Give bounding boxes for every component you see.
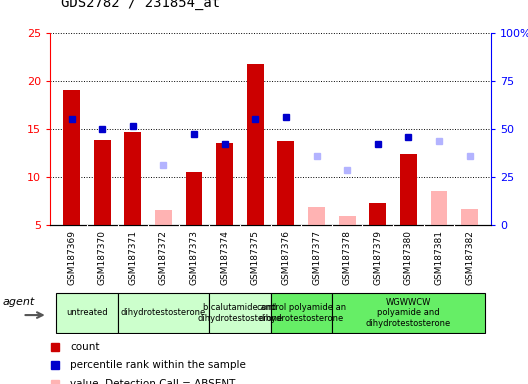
Bar bbox=[461, 209, 478, 225]
Bar bbox=[339, 216, 355, 225]
Text: GSM187377: GSM187377 bbox=[312, 230, 321, 285]
Text: GSM187376: GSM187376 bbox=[281, 230, 290, 285]
Text: GDS2782 / 231854_at: GDS2782 / 231854_at bbox=[61, 0, 220, 10]
Text: value, Detection Call = ABSENT: value, Detection Call = ABSENT bbox=[70, 379, 235, 384]
Bar bbox=[155, 210, 172, 225]
Text: WGWWCW
polyamide and
dihydrotestosterone: WGWWCW polyamide and dihydrotestosterone bbox=[366, 298, 451, 328]
Text: GSM187375: GSM187375 bbox=[251, 230, 260, 285]
Text: GSM187382: GSM187382 bbox=[465, 230, 474, 285]
Text: percentile rank within the sample: percentile rank within the sample bbox=[70, 361, 246, 371]
Text: bicalutamide and
dihydrotestosterone: bicalutamide and dihydrotestosterone bbox=[197, 303, 282, 323]
Text: GSM187378: GSM187378 bbox=[343, 230, 352, 285]
Text: GSM187379: GSM187379 bbox=[373, 230, 382, 285]
Text: agent: agent bbox=[3, 297, 35, 308]
Bar bbox=[63, 90, 80, 225]
Text: GSM187374: GSM187374 bbox=[220, 230, 229, 285]
FancyBboxPatch shape bbox=[118, 293, 210, 333]
Text: untreated: untreated bbox=[66, 308, 108, 318]
Bar bbox=[400, 154, 417, 225]
Text: GSM187373: GSM187373 bbox=[190, 230, 199, 285]
Text: dihydrotestosterone: dihydrotestosterone bbox=[121, 308, 206, 318]
FancyBboxPatch shape bbox=[210, 293, 271, 333]
Bar bbox=[216, 143, 233, 225]
FancyBboxPatch shape bbox=[56, 293, 118, 333]
Text: count: count bbox=[70, 342, 99, 352]
Text: GSM187369: GSM187369 bbox=[67, 230, 76, 285]
Text: GSM187380: GSM187380 bbox=[404, 230, 413, 285]
Text: control polyamide an
dihydrotestosterone: control polyamide an dihydrotestosterone bbox=[257, 303, 346, 323]
Text: GSM187381: GSM187381 bbox=[435, 230, 444, 285]
FancyBboxPatch shape bbox=[271, 293, 332, 333]
Bar bbox=[247, 65, 263, 225]
Bar bbox=[370, 203, 386, 225]
Bar bbox=[94, 140, 111, 225]
Bar bbox=[430, 191, 447, 225]
Bar bbox=[125, 132, 142, 225]
Bar bbox=[186, 172, 202, 225]
Text: GSM187371: GSM187371 bbox=[128, 230, 137, 285]
Text: GSM187372: GSM187372 bbox=[159, 230, 168, 285]
Bar bbox=[308, 207, 325, 225]
FancyBboxPatch shape bbox=[332, 293, 485, 333]
Text: GSM187370: GSM187370 bbox=[98, 230, 107, 285]
Bar bbox=[278, 141, 294, 225]
